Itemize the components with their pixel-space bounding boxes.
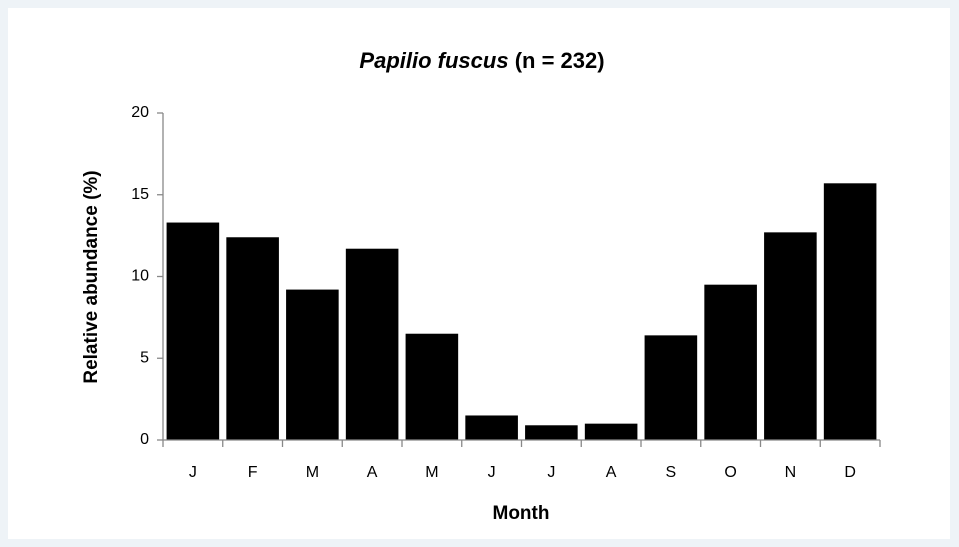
x-axis-label: Month	[493, 503, 550, 524]
y-tick-label: 5	[140, 349, 149, 366]
bar	[226, 237, 279, 440]
bar	[764, 232, 817, 440]
chart-title: Papilio fuscus (n = 232)	[359, 48, 604, 73]
x-tick-label: J	[488, 464, 496, 481]
y-tick-label: 10	[131, 268, 149, 285]
bar	[644, 335, 698, 440]
x-tick-label: A	[367, 464, 378, 481]
x-tick-label: M	[306, 464, 319, 481]
bar	[525, 425, 578, 440]
bar	[405, 333, 459, 440]
title-count: (n = 232)	[515, 48, 605, 73]
x-tick-label: M	[425, 464, 438, 481]
y-axis-label: Relative abundance (%)	[81, 170, 102, 383]
y-tick-label: 20	[131, 104, 149, 121]
x-tick-label: J	[547, 464, 555, 481]
bar	[345, 248, 399, 440]
x-tick-label: N	[785, 464, 797, 481]
x-tick-label: O	[724, 464, 736, 481]
bar	[823, 183, 877, 440]
x-tick-label: J	[189, 464, 197, 481]
bar	[465, 415, 518, 440]
x-tick-label: D	[844, 464, 856, 481]
bar	[704, 284, 757, 440]
x-tick-label: S	[666, 464, 677, 481]
title-species: Papilio fuscus	[359, 48, 508, 73]
y-tick-label: 0	[140, 431, 149, 448]
bar	[166, 222, 220, 440]
bar	[286, 289, 339, 440]
bar	[584, 423, 638, 440]
x-tick-label: F	[248, 464, 258, 481]
x-tick-label: A	[606, 464, 617, 481]
y-tick-label: 15	[131, 186, 149, 203]
